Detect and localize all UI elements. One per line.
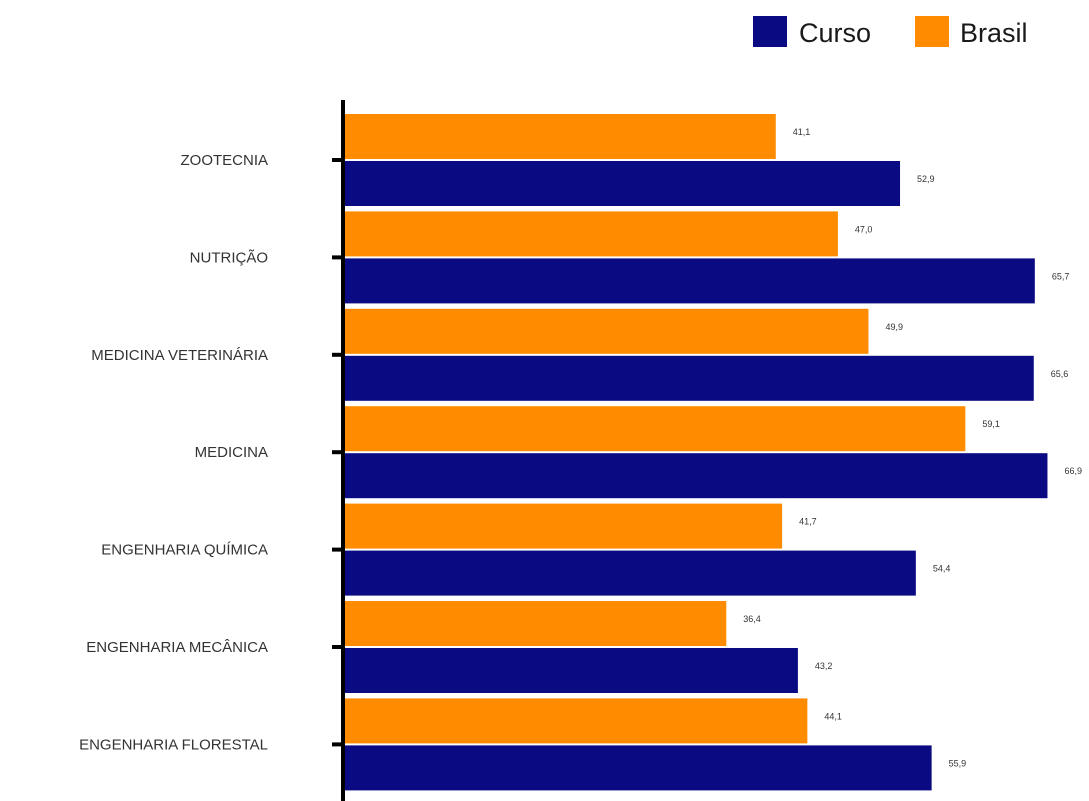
bar-curso-zootecnia: [343, 161, 901, 206]
value-label-brasil-engenharia-florestal: 44,1: [824, 711, 842, 721]
bar-brasil-zootecnia: [343, 114, 776, 159]
bar-brasil-nutricao: [343, 211, 838, 257]
bars-group: [343, 114, 1048, 791]
value-label-brasil-engenharia-mecanica: 36,4: [743, 614, 761, 624]
legend-swatch-brasil: [915, 16, 949, 47]
legend-swatch-curso: [753, 16, 787, 47]
bar-curso-engenharia-mecanica: [343, 648, 798, 693]
legend: Curso Brasil: [753, 16, 1028, 48]
value-label-curso-engenharia-florestal: 55,9: [949, 758, 967, 768]
category-label-zootecnia: ZOOTECNIA: [180, 152, 268, 169]
bar-curso-medicina-veterinaria: [343, 355, 1034, 401]
value-labels: 41,1 52,9 47,0 65,7 49,9 65,6 59,1 66,9 41,7 54,4…: [743, 127, 1082, 768]
bar-curso-nutricao: [343, 258, 1035, 304]
bar-brasil-engenharia-mecanica: [343, 601, 727, 646]
bar-brasil-medicina-veterinaria: [343, 308, 869, 354]
legend-label-brasil: Brasil: [960, 18, 1028, 48]
value-label-brasil-medicina: 59,1: [982, 419, 1000, 429]
category-label-engenharia-florestal: ENGENHARIA FLORESTAL: [79, 736, 268, 753]
legend-label-curso: Curso: [799, 18, 871, 48]
value-label-curso-medicina: 66,9: [1064, 466, 1082, 476]
value-label-curso-engenharia-mecanica: 43,2: [815, 661, 833, 671]
value-label-curso-nutricao: 65,7: [1052, 271, 1070, 281]
category-label-engenharia-quimica: ENGENHARIA QUÍMICA: [101, 542, 268, 559]
bar-brasil-medicina: [343, 406, 966, 452]
y-axis: [332, 100, 345, 801]
category-label-medicina-veterinaria: MEDICINA VETERINÁRIA: [91, 347, 268, 364]
bar-curso-medicina: [343, 453, 1048, 499]
bar-brasil-engenharia-florestal: [343, 698, 808, 744]
category-label-medicina: MEDICINA: [195, 444, 268, 461]
value-label-brasil-nutricao: 47,0: [855, 224, 873, 234]
category-labels: ZOOTECNIA NUTRIÇÃO MEDICINA VETERINÁRIA MED…: [79, 152, 268, 753]
value-label-brasil-zootecnia: 41,1: [793, 127, 811, 137]
value-label-curso-medicina-veterinaria: 65,6: [1051, 369, 1069, 379]
category-label-engenharia-mecanica: ENGENHARIA MECÂNICA: [86, 639, 268, 656]
bar-brasil-engenharia-quimica: [343, 503, 783, 549]
value-label-curso-zootecnia: 52,9: [917, 174, 935, 184]
value-label-brasil-engenharia-quimica: 41,7: [799, 517, 817, 527]
value-label-curso-engenharia-quimica: 54,4: [933, 564, 951, 574]
category-label-nutricao: NUTRIÇÃO: [190, 249, 268, 266]
value-label-brasil-medicina-veterinaria: 49,9: [885, 322, 903, 332]
bar-curso-engenharia-quimica: [343, 550, 916, 596]
bar-curso-engenharia-florestal: [343, 745, 932, 791]
